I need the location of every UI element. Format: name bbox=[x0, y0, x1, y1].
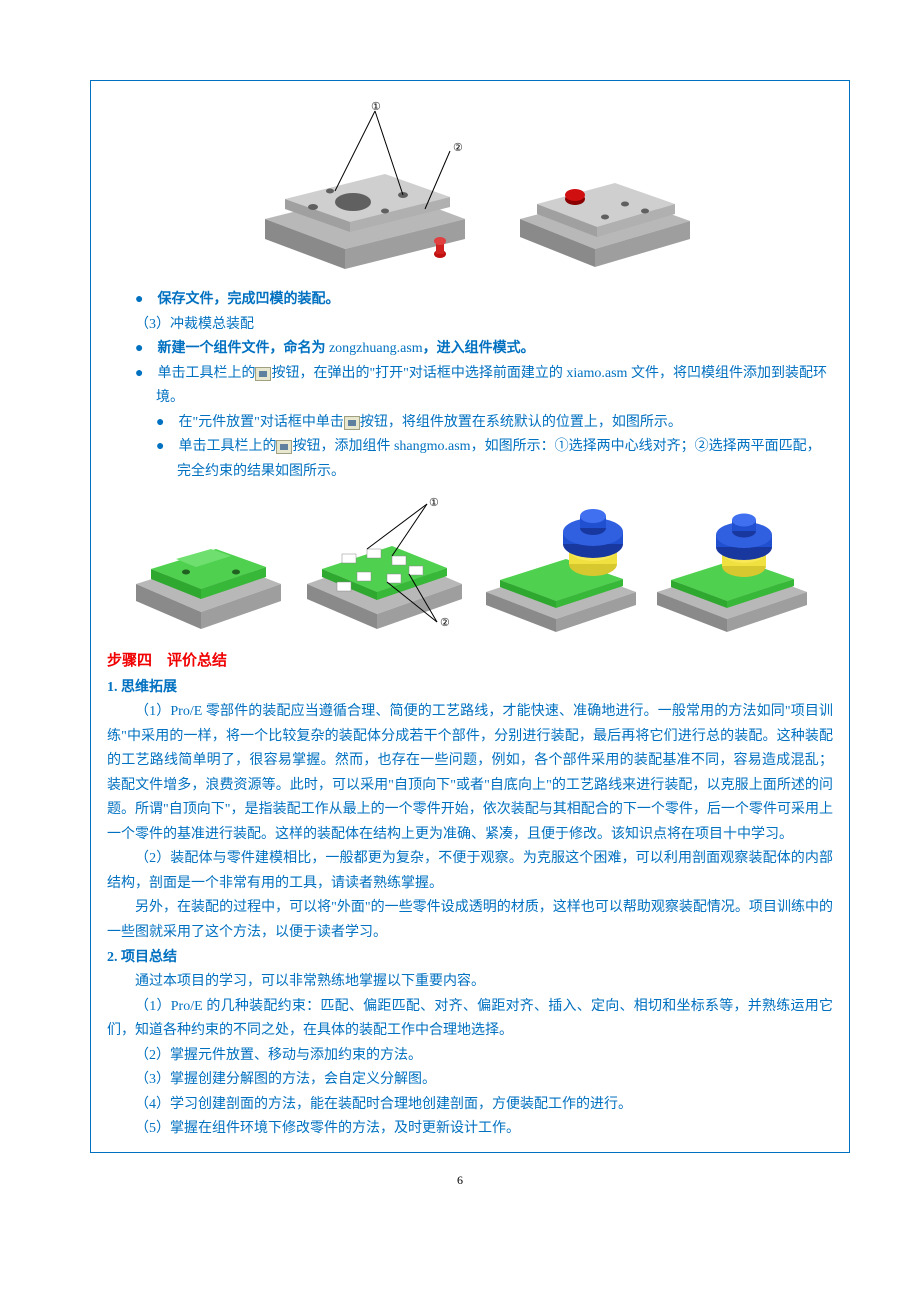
mid-panel-3 bbox=[478, 504, 643, 634]
s2-p5: （5）掌握在组件环境下修改零件的方法，及时更新设计工作。 bbox=[107, 1117, 833, 1142]
s1-p1: （1）Pro/E 零部件的装配应当遵循合理、简便的工艺路线，才能快速、准确地进行… bbox=[107, 700, 833, 847]
mid-panel-2: ① ② bbox=[297, 494, 472, 634]
svg-text:②: ② bbox=[440, 617, 450, 629]
mold-figure-left: ① ② bbox=[235, 99, 495, 274]
bullet-new-asm: ● 新建一个组件文件，命名为 zongzhuang.asm，进入组件模式。 bbox=[107, 337, 833, 362]
page-number: 6 bbox=[0, 1173, 920, 1188]
toolbar-add-icon bbox=[255, 367, 271, 381]
s2-p2: （2）掌握元件放置、移动与添加约束的方法。 bbox=[107, 1044, 833, 1069]
bullet-save-text: 保存文件，完成凹模的装配。 bbox=[157, 292, 339, 307]
s2-p0: 通过本项目的学习，可以非常熟练地掌握以下重要内容。 bbox=[107, 970, 833, 995]
figure-row-top: ① ② bbox=[101, 99, 839, 274]
figure-row-mid: ① ② bbox=[101, 494, 839, 634]
step4-sub2: 2. 项目总结 bbox=[101, 945, 839, 970]
line-section3: （3）冲裁模总装配 bbox=[107, 313, 833, 338]
bullet-save: ● 保存文件，完成凹模的装配。 bbox=[107, 288, 833, 313]
step4-sub1: 1. 思维拓展 bbox=[101, 675, 839, 700]
mid-panel-1 bbox=[126, 504, 291, 634]
s2-p4: （4）学习创建剖面的方法，能在装配时合理地创建剖面，方便装配工作的进行。 bbox=[107, 1093, 833, 1118]
page-content: ① ② bbox=[91, 81, 849, 1142]
callout-2: ② bbox=[453, 142, 463, 154]
bullet-place: ● 在"元件放置"对话框中单击按钮，将组件放置在系统默认的位置上，如图所示。 bbox=[107, 411, 833, 436]
place-icon bbox=[344, 416, 360, 430]
callout-1: ① bbox=[371, 101, 381, 113]
s1-p3: 另外，在装配的过程中，可以将"外面"的一些零件设成透明的材质，这样也可以帮助观察… bbox=[107, 896, 833, 945]
mid-panel-4 bbox=[649, 504, 814, 634]
page-frame: ① ② bbox=[90, 80, 850, 1153]
mold-figure-right bbox=[505, 149, 705, 274]
s2-p1: （1）Pro/E 的几种装配约束：匹配、偏距匹配、对齐、偏距对齐、插入、定向、相… bbox=[107, 995, 833, 1044]
toolbar-add-icon-2 bbox=[276, 440, 292, 454]
s2-p3: （3）掌握创建分解图的方法，会自定义分解图。 bbox=[107, 1068, 833, 1093]
step4-title: 步骤四 评价总结 bbox=[101, 648, 839, 675]
svg-text:①: ① bbox=[429, 497, 439, 509]
s1-p2: （2）装配体与零件建模相比，一般都更为复杂，不便于观察。为克服这个困难，可以利用… bbox=[107, 847, 833, 896]
bullet-add-shangmo: ● 单击工具栏上的按钮，添加组件 shangmo.asm，如图所示：①选择两中心… bbox=[107, 435, 833, 484]
bullet-open-xiamo: ● 单击工具栏上的按钮，在弹出的"打开"对话框中选择前面建立的 xiamo.as… bbox=[107, 362, 833, 411]
